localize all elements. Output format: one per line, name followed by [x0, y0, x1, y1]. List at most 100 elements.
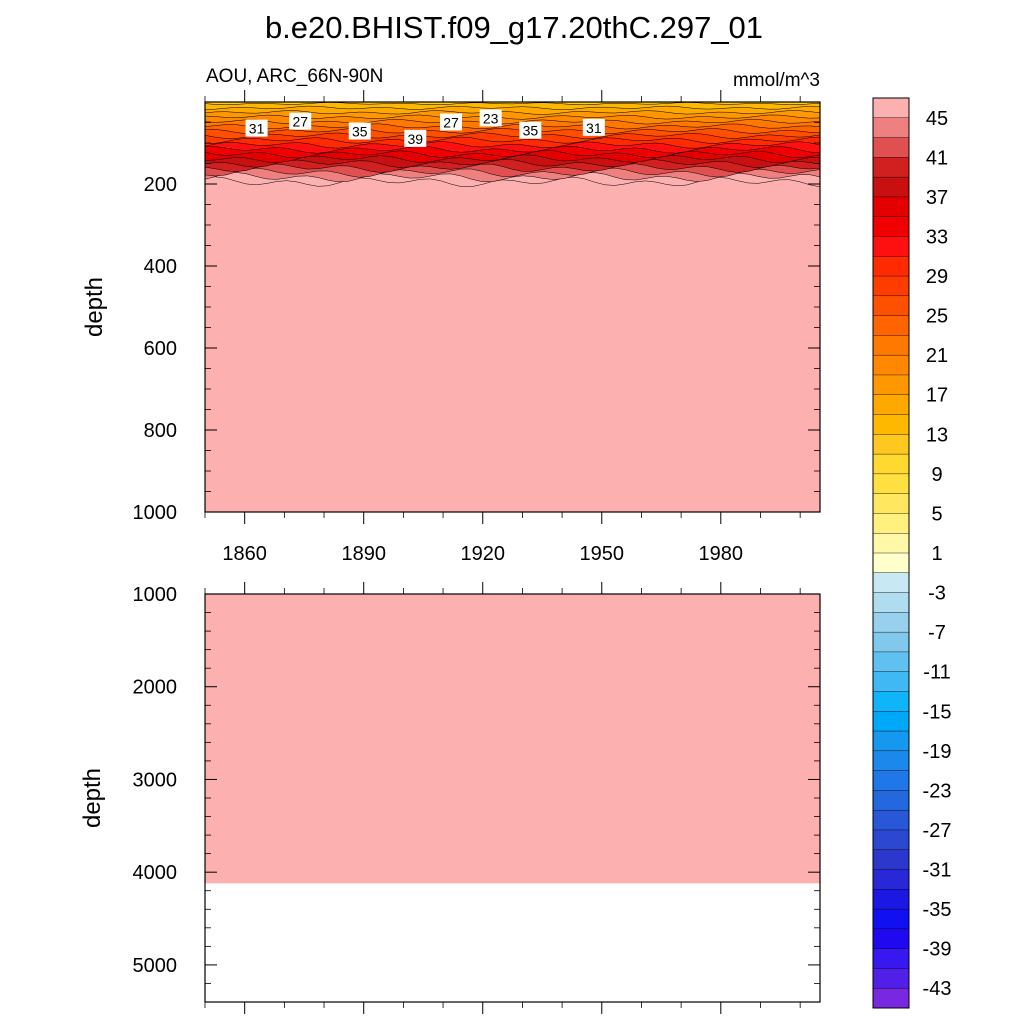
y-tick-label: 400	[144, 256, 177, 278]
colorbar-box	[872, 908, 910, 930]
colorbar-box	[872, 256, 910, 277]
colorbar-box	[872, 928, 910, 950]
colorbar-label: 21	[926, 345, 948, 367]
colorbar-box	[872, 750, 910, 772]
y-tick-label: 4000	[133, 862, 178, 884]
y-tick-label: 1000	[133, 502, 178, 524]
colorbar-box	[872, 533, 910, 554]
x-tick-label: 1890	[341, 543, 386, 565]
colorbar-box	[872, 711, 910, 732]
colorbar-label: 41	[926, 147, 948, 169]
contour-label: 35	[348, 122, 371, 140]
contour-label: 27	[440, 113, 462, 131]
y-tick-label: 3000	[133, 769, 178, 791]
x-tick-label: 1920	[460, 543, 505, 565]
upper-surface-bands	[204, 101, 821, 188]
colorbar-label: -15	[923, 701, 952, 723]
colorbar-box	[872, 552, 910, 574]
subtitle-right: mmol/m^3	[733, 70, 820, 91]
lower-panel: 1000 2000 3000 4000 5000	[133, 582, 821, 1014]
contour-label: 31	[245, 119, 268, 137]
colorbar-box	[872, 493, 910, 514]
y-tick-label: 200	[144, 174, 177, 196]
contour-label-text: 35	[523, 123, 539, 139]
upper-y-axis-label: depth	[81, 277, 108, 337]
colorbar-label: -27	[923, 820, 952, 842]
contour-label: 35	[519, 121, 542, 139]
colorbar-box	[872, 730, 910, 752]
colorbar-label: 29	[926, 266, 948, 288]
y-tick-label: 1000	[133, 584, 178, 606]
colorbar-box	[872, 236, 910, 257]
colorbar-frame	[872, 97, 910, 1009]
contour-label-box	[519, 121, 542, 139]
colorbar-box	[872, 612, 910, 633]
colorbar-box	[872, 97, 910, 119]
contour-label-text: 27	[292, 114, 308, 130]
colorbar-label: 25	[926, 306, 948, 328]
colorbar-label: -23	[923, 780, 952, 802]
colorbar-label: 33	[926, 226, 948, 248]
contour-label-text: 39	[408, 131, 424, 147]
colorbar-box	[872, 790, 910, 811]
colorbar-box	[872, 988, 910, 1009]
colorbar-box	[872, 354, 910, 376]
lower-y-axis-label: depth	[79, 768, 106, 828]
colorbar-label: -7	[928, 622, 946, 644]
colorbar-box	[872, 829, 910, 851]
y-tick-label: 800	[144, 420, 177, 442]
x-tick-label: 1950	[580, 543, 625, 565]
contour-label-text: 31	[586, 120, 602, 136]
colorbar-box	[872, 117, 910, 139]
colorbar-box	[872, 374, 910, 396]
colorbar-box	[872, 414, 910, 435]
colorbar-label: 37	[926, 187, 948, 209]
colorbar-box	[872, 196, 910, 218]
y-tick-label: 5000	[133, 955, 178, 977]
colorbar-box	[872, 473, 910, 495]
subtitle-left: AOU, ARC_66N-90N	[206, 66, 383, 87]
colorbar-box	[872, 651, 910, 673]
y-tick-label: 2000	[133, 677, 178, 699]
colorbar-box	[872, 671, 910, 692]
contour-label-box	[245, 119, 268, 137]
colorbar-box	[872, 889, 910, 910]
colorbar-box	[872, 631, 910, 653]
colorbar-box	[872, 176, 910, 198]
contour-label-box	[289, 112, 312, 130]
colorbar-box	[872, 809, 910, 831]
colorbar-label: 1	[931, 543, 942, 565]
upper-panel: 31 27 35 39 27 23 35 31 200 400 600 800 1000 1860 1890…	[133, 90, 821, 565]
surface-layer	[204, 101, 821, 106]
lower-field-fill	[205, 594, 820, 884]
colorbar-label: -31	[923, 860, 952, 882]
contour-label-box	[348, 122, 371, 140]
y-tick-label: 600	[144, 338, 177, 360]
colorbar-box	[872, 770, 910, 791]
contour-label-text: 23	[483, 110, 499, 126]
contour-label-text: 31	[249, 121, 265, 137]
colorbar-box	[872, 157, 910, 178]
colorbar-box	[872, 335, 910, 356]
colorbar-label: 13	[926, 424, 948, 446]
colorbar-box	[872, 295, 910, 317]
colorbar-label: -35	[923, 899, 952, 921]
contour-label-text: 35	[352, 124, 368, 140]
contour-label-box	[404, 129, 427, 147]
colorbar-box	[872, 968, 910, 989]
colorbar-label: 17	[926, 385, 948, 407]
colorbar-label: 5	[931, 503, 942, 525]
chart-title: b.e20.BHIST.f09_g17.20thC.297_01	[265, 10, 763, 45]
contour-label: 31	[582, 118, 605, 136]
contour-label: 39	[404, 129, 427, 147]
colorbar-box	[872, 869, 910, 890]
colorbar-box	[872, 315, 910, 336]
colorbar-box	[872, 216, 910, 237]
colorbar-box	[872, 948, 910, 969]
contour-label-box	[582, 118, 605, 136]
colorbar-box	[872, 434, 910, 455]
colorbar-label: -11	[923, 662, 950, 684]
colorbar-box	[872, 513, 910, 534]
x-tick-label: 1980	[699, 543, 744, 565]
